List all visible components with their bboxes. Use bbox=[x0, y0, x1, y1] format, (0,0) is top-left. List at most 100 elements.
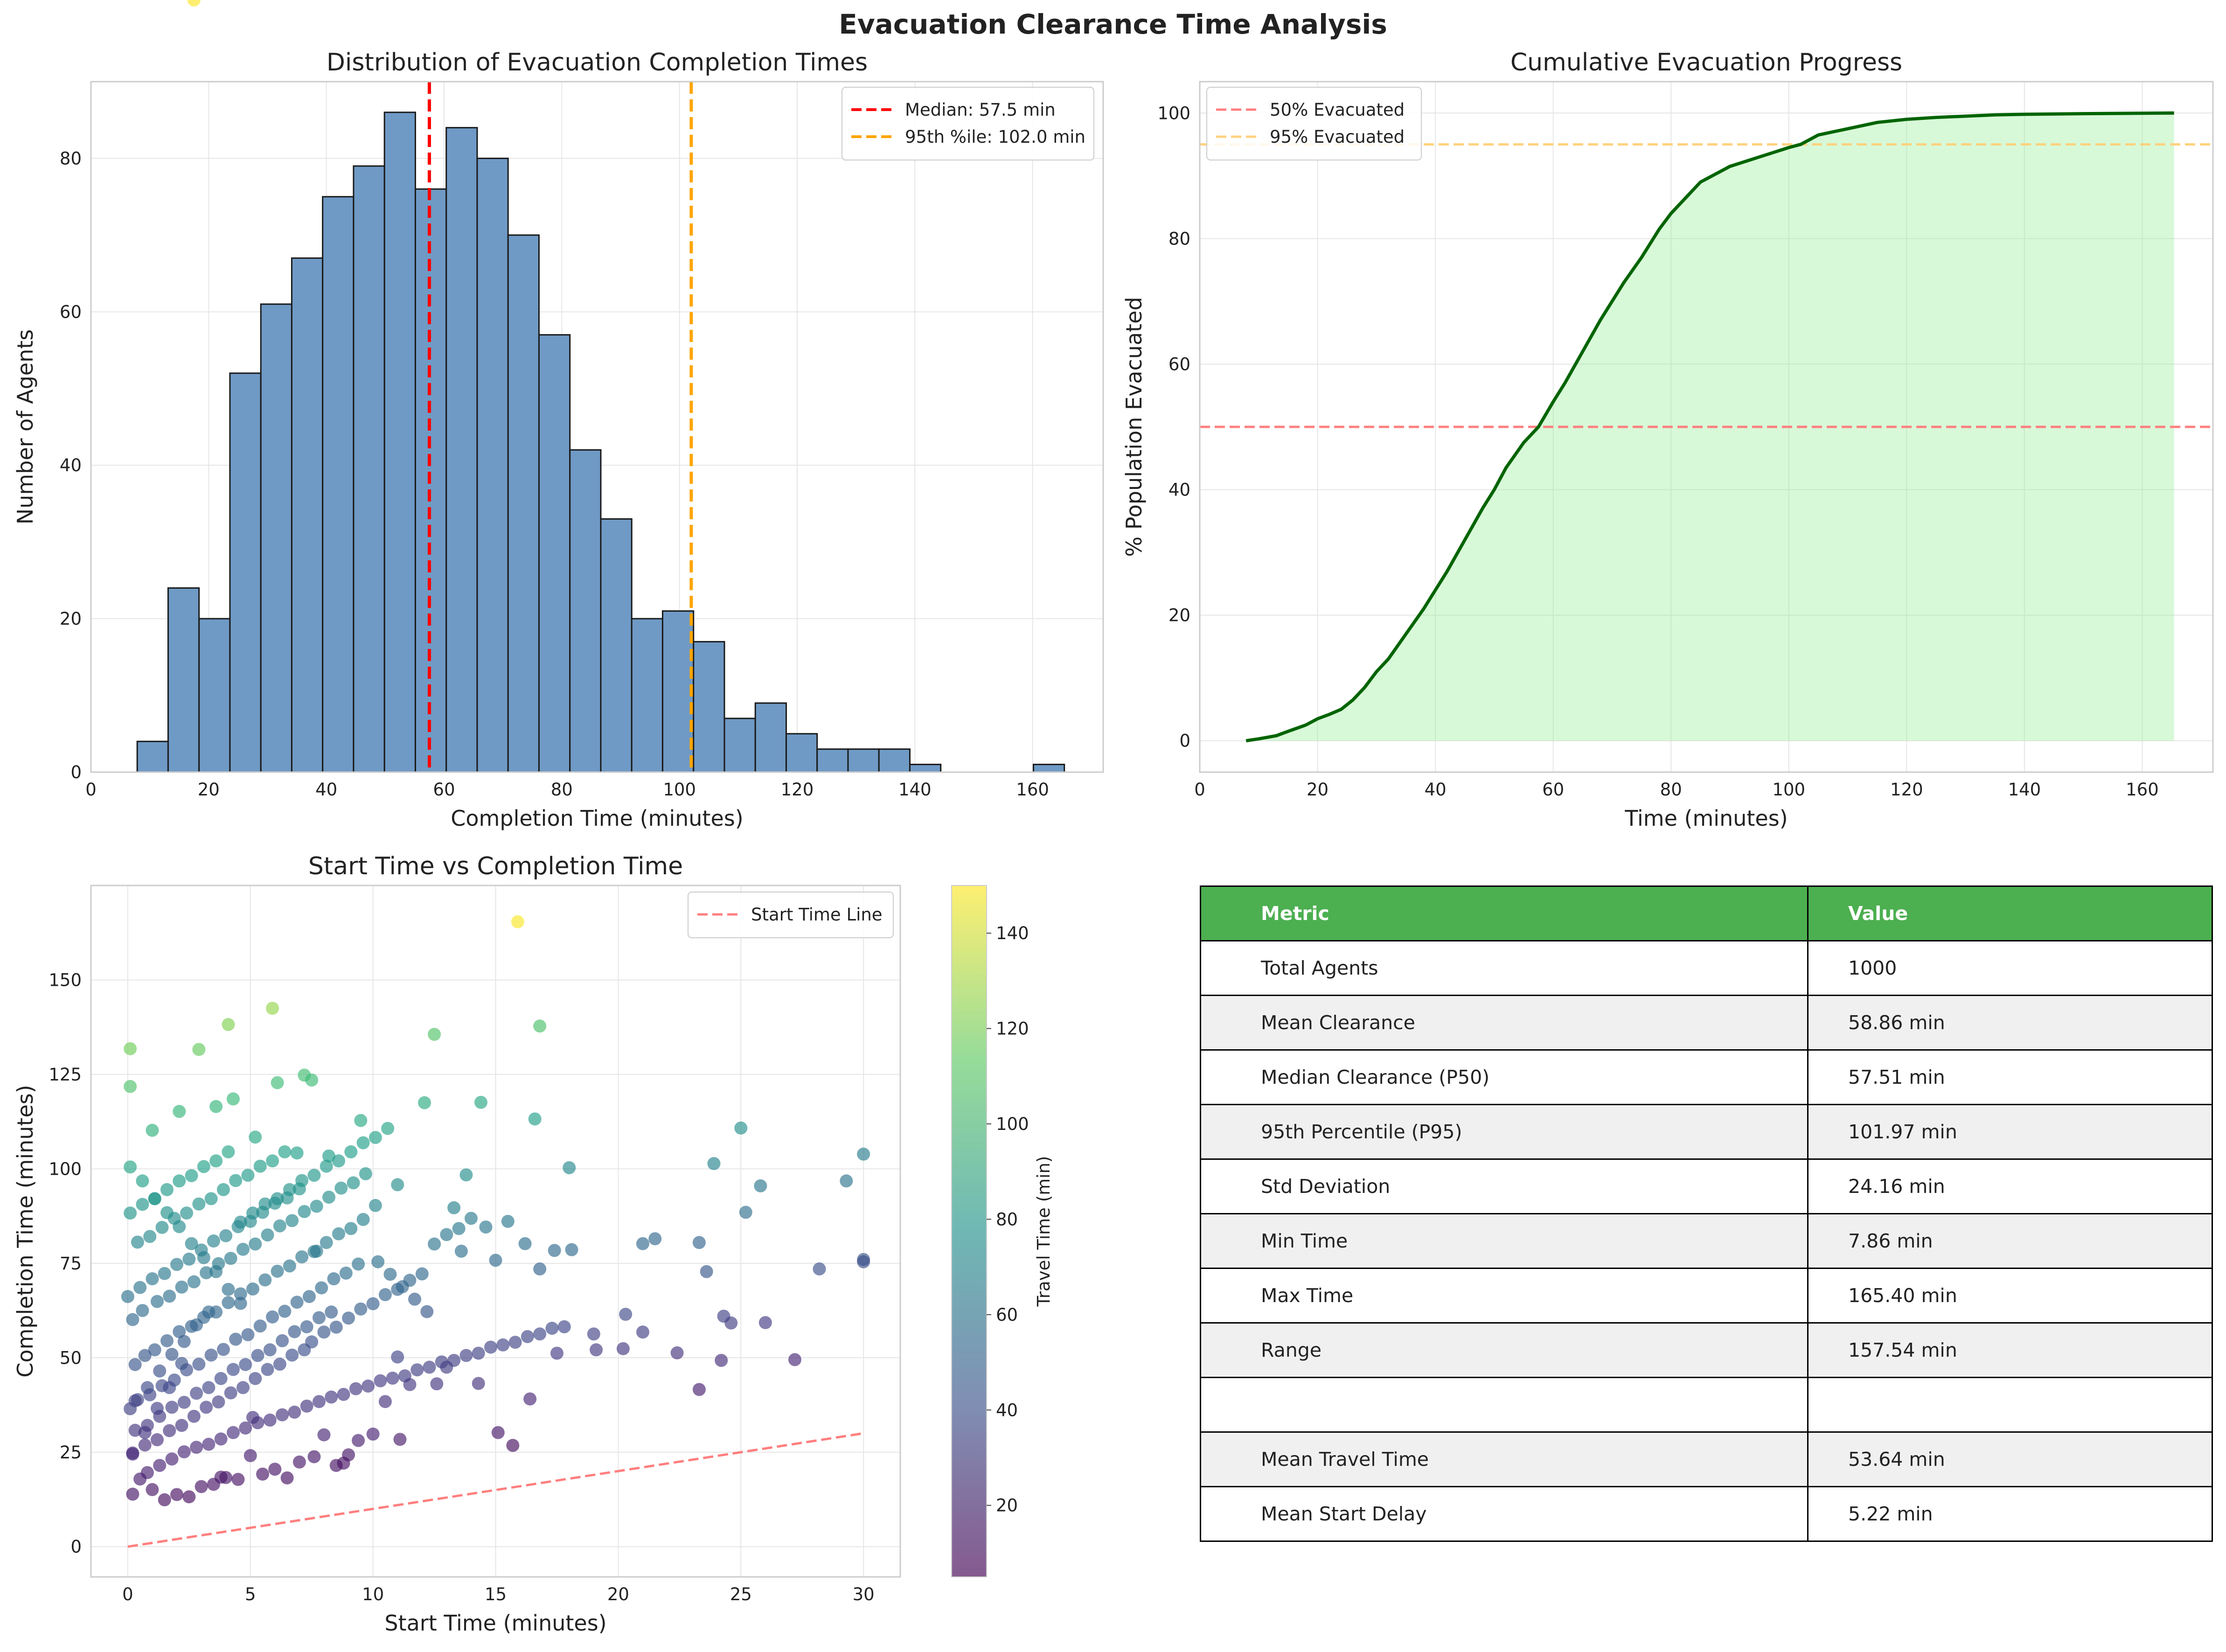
scatter-point bbox=[521, 1330, 534, 1343]
scatter-point bbox=[506, 1439, 520, 1452]
table-row: Total Agents 1000 bbox=[1200, 940, 2213, 996]
scatter-point bbox=[428, 1237, 441, 1251]
scatter-point bbox=[204, 1192, 218, 1206]
histogram-bar bbox=[661, 610, 695, 773]
scatter-point bbox=[190, 1318, 203, 1331]
scatter-point bbox=[175, 1357, 188, 1370]
x-tick-label: 0 bbox=[1194, 780, 1205, 800]
histogram-frame bbox=[90, 81, 1104, 773]
scatter-point bbox=[410, 1363, 424, 1377]
scatter-point bbox=[177, 1395, 191, 1409]
x-tick-label: 160 bbox=[2126, 780, 2159, 800]
scatter-point bbox=[185, 1237, 198, 1250]
scatter-point bbox=[177, 1445, 191, 1458]
scatter-point bbox=[222, 1296, 235, 1310]
scatter-point bbox=[440, 1228, 453, 1241]
scatter-point bbox=[288, 1405, 301, 1419]
scatter-point bbox=[374, 1374, 387, 1387]
scatter-point bbox=[136, 1198, 149, 1211]
scatter-point bbox=[489, 1254, 502, 1267]
scatter-point bbox=[648, 1232, 662, 1246]
scatter-point bbox=[347, 1176, 360, 1190]
histogram-legend: Median: 57.5 min 95th %ile: 102.0 min bbox=[842, 87, 1094, 160]
scatter-point bbox=[398, 1369, 411, 1383]
scatter-point bbox=[344, 1222, 358, 1235]
scatter-point bbox=[163, 1381, 176, 1394]
scatter-point bbox=[523, 1392, 537, 1406]
histogram-bar bbox=[723, 718, 756, 773]
scatter-point bbox=[126, 1446, 139, 1460]
scatter-point bbox=[177, 1335, 191, 1348]
histogram-bar bbox=[878, 748, 911, 773]
scatter-point bbox=[545, 1322, 559, 1335]
scatter-point bbox=[479, 1220, 493, 1234]
scatter-point bbox=[124, 1206, 137, 1220]
table-row: Mean Start Delay 5.22 min bbox=[1200, 1486, 2213, 1542]
scatter-point bbox=[271, 1264, 284, 1278]
scatter-point bbox=[619, 1308, 633, 1321]
y-tick-label: 100 bbox=[49, 1159, 82, 1179]
histogram-bar bbox=[816, 748, 849, 773]
y-tick-label: 40 bbox=[60, 455, 82, 475]
scatter-point bbox=[501, 1214, 515, 1228]
histogram-bar bbox=[322, 196, 355, 773]
x-tick-label: 140 bbox=[2008, 780, 2041, 800]
y-tick-label: 80 bbox=[60, 148, 82, 168]
table-cell-metric: Median Clearance (P50) bbox=[1200, 1049, 1809, 1105]
scatter-point bbox=[173, 1174, 186, 1188]
scatter-point bbox=[285, 1214, 299, 1227]
scatter-point bbox=[418, 1096, 431, 1109]
table-cell-value: 57.51 min bbox=[1807, 1049, 2213, 1105]
table-cell-value: 157.54 min bbox=[1807, 1322, 2213, 1378]
scatter-point bbox=[249, 1237, 262, 1251]
cumulative-xlabel: Time (minutes) bbox=[1624, 806, 1788, 831]
scatter-point bbox=[261, 1363, 274, 1376]
scatter-ylabel: Completion Time (minutes) bbox=[13, 1085, 38, 1377]
scatter-point bbox=[484, 1340, 497, 1354]
scatter-point bbox=[146, 1123, 159, 1137]
scatter-point bbox=[173, 1325, 186, 1338]
scatter-point bbox=[813, 1262, 826, 1276]
x-tick-label: 120 bbox=[1890, 780, 1923, 800]
scatter-point bbox=[192, 1197, 206, 1211]
scatter-point bbox=[239, 1421, 252, 1435]
y-tick-label: 0 bbox=[1179, 731, 1190, 751]
scatter-point bbox=[197, 1251, 210, 1264]
cumulative-legend: 50% Evacuated 95% Evacuated bbox=[1206, 87, 1422, 160]
histogram-bar bbox=[785, 733, 818, 773]
scatter-point bbox=[386, 1372, 399, 1385]
scatter-point bbox=[332, 1227, 346, 1241]
colorbar-tick-label: 100 bbox=[996, 1114, 1029, 1134]
x-tick-label: 30 bbox=[853, 1584, 875, 1604]
table-cell-metric: Range bbox=[1200, 1322, 1809, 1378]
scatter-point bbox=[273, 1358, 286, 1371]
table-cell-metric: Total Agents bbox=[1200, 940, 1809, 996]
scatter-point bbox=[182, 1490, 196, 1504]
scatter-point bbox=[150, 1295, 164, 1308]
scatter-point bbox=[758, 1316, 772, 1329]
scatter-point bbox=[307, 1450, 321, 1464]
table-row: Mean Travel Time 53.64 min bbox=[1200, 1431, 2213, 1487]
scatter-point bbox=[339, 1266, 353, 1280]
scatter-point bbox=[266, 1310, 279, 1324]
x-tick-label: 80 bbox=[1660, 780, 1682, 800]
scatter-point bbox=[239, 1358, 252, 1371]
scatter-point bbox=[428, 1028, 441, 1041]
table-cell-metric: Mean Start Delay bbox=[1200, 1486, 1809, 1542]
scatter-point bbox=[454, 1244, 468, 1258]
scatter-point bbox=[182, 1252, 196, 1266]
scatter-point bbox=[312, 1311, 326, 1324]
scatter-point bbox=[739, 1206, 752, 1219]
scatter-point bbox=[283, 1259, 296, 1273]
legend-label: 50% Evacuated bbox=[1270, 100, 1405, 120]
scatter-ticks: 0 5 10 15 20 25 30 0 25 50 75 100 125 150 bbox=[49, 970, 874, 1604]
x-tick-label: 40 bbox=[315, 780, 337, 800]
scatter-point bbox=[202, 1381, 216, 1394]
scatter-point bbox=[307, 1169, 321, 1182]
scatter-panel: Start Time vs Completion Time 0 5 10 15 20 25… bbox=[13, 0, 1054, 1636]
scatter-point bbox=[158, 1493, 171, 1506]
x-tick-label: 25 bbox=[730, 1584, 752, 1604]
scatter-point bbox=[587, 1327, 600, 1341]
table-row: Std Deviation 24.16 min bbox=[1200, 1158, 2213, 1214]
scatter-point bbox=[734, 1121, 748, 1135]
